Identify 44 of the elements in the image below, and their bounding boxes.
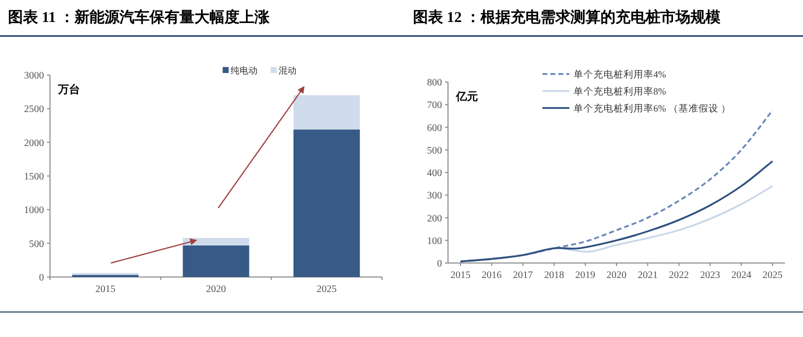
x-tick-label: 2025 [762,270,783,281]
line-series [460,160,774,262]
y-tick-label: 200 [427,213,442,224]
y-tick-label: 3000 [24,70,44,82]
y-tick-label: 0 [39,272,44,284]
x-tick-label: 2021 [638,270,658,281]
y-tick-label: 800 [427,78,442,88]
y-tick-label: 2000 [24,138,44,149]
x-tick-label: 2018 [544,270,564,281]
x-tick-label: 2024 [731,270,752,281]
bar [182,245,250,277]
x-tick-label: 2025 [316,284,337,295]
x-tick-label: 2015 [450,270,470,281]
bar [293,130,360,277]
legend-label: 单个充电桩利用率4% [573,68,666,80]
legend-label: 单个充电桩利用率8% [573,86,666,98]
x-tick-label: 2020 [206,284,226,295]
y-tick-label: 600 [427,122,442,134]
y-tick-label: 0 [437,258,442,270]
bar [182,238,250,246]
y-tick-label: 1000 [24,205,44,216]
y-tick-label: 700 [427,100,442,112]
chart-title: 图表 11 ：新能源汽车保有量大幅度上涨 [8,8,271,26]
legend-label: 纯电动 [230,66,258,76]
y-tick-label: 100 [427,236,442,247]
bar [293,95,360,130]
y-tick-label: 400 [427,168,442,179]
legend-label: 单个充电桩利用率6% （基准假设 ） [573,102,731,114]
x-tick-label: 2019 [575,270,596,281]
chart-title: 图表 12 ：根据充电需求测算的充电桩市场规模 [413,8,722,26]
y-tick-label: 500 [427,145,442,156]
y-tick-label: 2500 [24,104,44,116]
x-tick-label: 2016 [482,270,502,281]
y-tick-label: 1500 [24,172,44,182]
y-tick-label: 300 [427,190,442,202]
legend-label: 混动 [278,66,297,76]
x-tick-label: 2020 [606,270,626,281]
x-tick-label: 2017 [512,270,533,281]
y-tick-label: 500 [29,238,44,250]
y-axis-title: 万台 [57,83,80,96]
x-tick-label: 2022 [668,270,689,281]
x-tick-label: 2023 [700,270,720,281]
x-tick-label: 2015 [95,284,116,295]
y-axis-title: 亿元 [455,91,478,103]
